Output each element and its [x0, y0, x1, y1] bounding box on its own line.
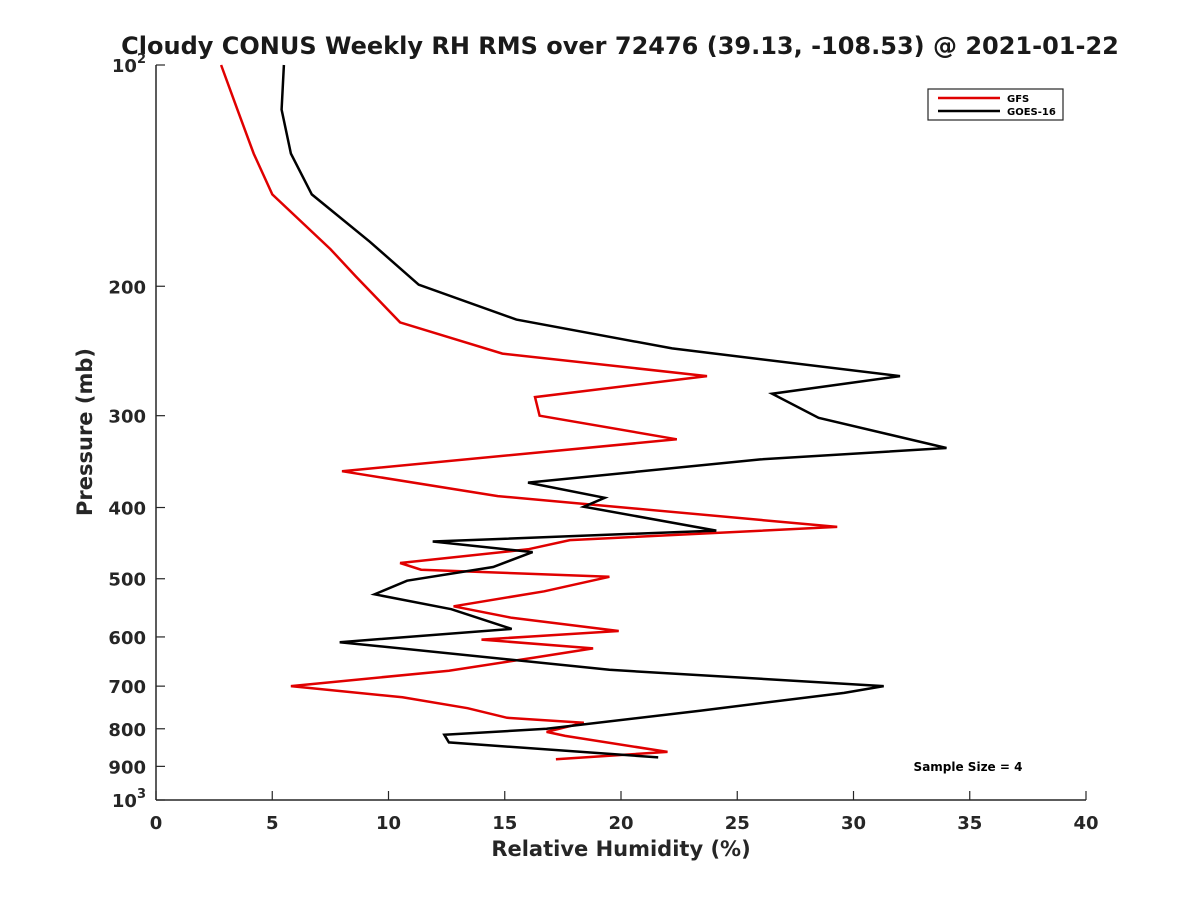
x-tick-label: 40 — [1073, 813, 1098, 834]
y-tick-label: 500 — [108, 570, 146, 591]
x-tick-label: 30 — [841, 813, 866, 834]
x-tick-label: 25 — [725, 813, 750, 834]
legend: GFS GOES-16 — [927, 88, 1064, 121]
series-line-gfs — [219, 64, 838, 761]
y-tick-label: 300 — [108, 407, 146, 428]
y-tick-label: 700 — [108, 677, 146, 698]
series-line-goes16 — [280, 64, 947, 759]
y-tick-label: 400 — [108, 499, 146, 520]
y-tick-label: 103 — [112, 787, 146, 812]
y-tick-label: 102 — [112, 52, 146, 77]
sample-size-annotation: Sample Size = 4 — [914, 760, 1023, 774]
series-layer — [219, 64, 947, 761]
y-tick-label: 900 — [108, 757, 146, 778]
y-tick-label: 600 — [108, 628, 146, 649]
legend-label-gfs: GFS — [1007, 94, 1029, 105]
x-tick-label: 35 — [957, 813, 982, 834]
x-tick-label: 15 — [492, 813, 517, 834]
x-tick-label: 0 — [150, 813, 163, 834]
y-axis-label: Pressure (mb) — [73, 348, 97, 516]
x-tick-label: 10 — [376, 813, 401, 834]
x-ticks: 0 5 10 15 20 25 30 35 40 — [150, 791, 1099, 834]
x-axis-label: Relative Humidity (%) — [491, 837, 750, 861]
axes-layer — [155, 65, 1086, 801]
x-tick-label: 5 — [266, 813, 279, 834]
y-tick-label: 800 — [108, 720, 146, 741]
chart-title: Cloudy CONUS Weekly RH RMS over 72476 (3… — [121, 32, 1119, 60]
legend-label-goes16: GOES-16 — [1007, 107, 1056, 118]
legend-box — [927, 88, 1064, 121]
y-tick-label: 200 — [108, 277, 146, 298]
x-tick-label: 20 — [608, 813, 633, 834]
y-ticks: 102 200 300 400 500 600 700 800 900 103 — [108, 52, 165, 812]
